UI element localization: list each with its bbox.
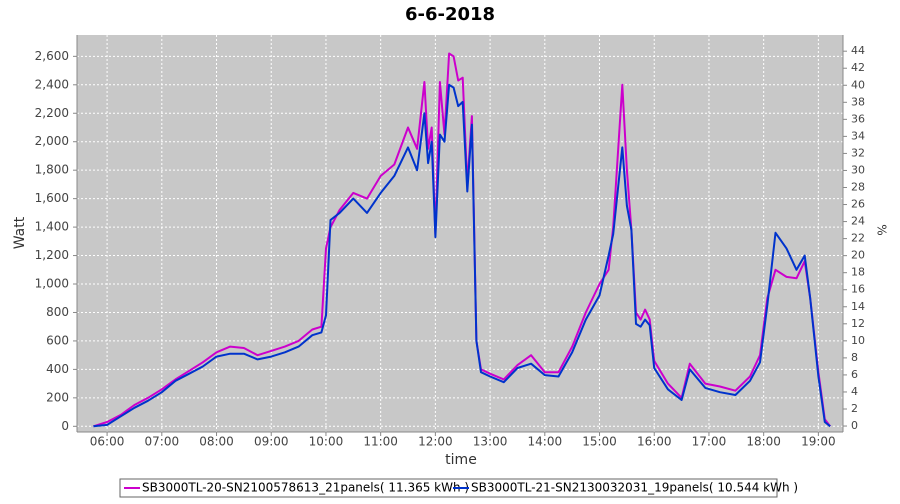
x-tick-label: 06:00 xyxy=(90,435,125,449)
series-line xyxy=(93,83,831,428)
x-tick-label: 12:00 xyxy=(418,435,453,449)
y-tick-label: 1,200 xyxy=(35,248,69,262)
y2-tick-label: 24 xyxy=(851,215,865,228)
legend xyxy=(119,478,778,498)
y2-tick-label: 16 xyxy=(851,283,865,296)
y2-tick-label: 6 xyxy=(851,368,858,381)
y-tick-label: 2,200 xyxy=(35,106,69,120)
x-tick-label: 18:00 xyxy=(746,435,781,449)
y2-tick-label: 30 xyxy=(851,163,865,176)
x-tick-label: 09:00 xyxy=(254,435,289,449)
y2-tick-label: 4 xyxy=(851,385,858,398)
y2-tick-label: 42 xyxy=(851,61,865,74)
y2-tick-label: 18 xyxy=(851,266,865,279)
y-tick-label: 2,000 xyxy=(35,134,69,148)
x-tick-label: 07:00 xyxy=(145,435,180,449)
y2-tick-label: 38 xyxy=(851,95,865,108)
x-tick-label: 17:00 xyxy=(692,435,727,449)
y-tick-label: 400 xyxy=(46,362,69,376)
x-tick-label: 08:00 xyxy=(199,435,234,449)
x-tick-label: 13:00 xyxy=(473,435,508,449)
y-tick-label: 800 xyxy=(46,305,69,319)
y2-tick-label: 8 xyxy=(851,351,858,364)
y2-tick-label: 12 xyxy=(851,317,865,330)
y-tick-label: 200 xyxy=(46,390,69,404)
y2-tick-label: 22 xyxy=(851,232,865,245)
x-tick-label: 14:00 xyxy=(528,435,563,449)
y2-tick-label: 28 xyxy=(851,180,865,193)
y2-tick-label: 40 xyxy=(851,78,865,91)
y2-tick-label: 36 xyxy=(851,112,865,125)
y-tick-label: 1,800 xyxy=(35,163,69,177)
x-tick-label: 15:00 xyxy=(582,435,617,449)
x-axis-label: time xyxy=(445,452,477,468)
legend-label: SB3000TL-20-SN2100578613_21panels( 11.36… xyxy=(142,481,469,495)
legend-label: SB3000TL-21-SN2130032031_19panels( 10.54… xyxy=(471,481,798,495)
y-axis-label: Watt xyxy=(12,216,28,249)
y-tick-label: 1,000 xyxy=(35,277,69,291)
y-tick-label: 2,400 xyxy=(35,77,69,91)
y2-axis-label: % xyxy=(875,224,889,235)
y2-tick-label: 26 xyxy=(851,198,865,211)
y-tick-label: 0 xyxy=(61,419,69,433)
y2-tick-label: 10 xyxy=(851,334,865,347)
y2-tick-label: 14 xyxy=(851,300,865,313)
y-tick-label: 1,400 xyxy=(35,220,69,234)
chart-title: 6-6-2018 xyxy=(405,4,495,25)
y-tick-label: 2,600 xyxy=(35,49,69,63)
y-tick-label: 600 xyxy=(46,333,69,347)
y2-tick-label: 32 xyxy=(851,146,865,159)
y2-tick-label: 44 xyxy=(851,44,865,57)
y-tick-label: 1,600 xyxy=(35,191,69,205)
y2-tick-label: 0 xyxy=(851,419,858,432)
y2-tick-label: 20 xyxy=(851,249,865,262)
y2-tick-label: 2 xyxy=(851,402,858,415)
x-tick-label: 10:00 xyxy=(309,435,344,449)
x-tick-label: 11:00 xyxy=(363,435,398,449)
x-tick-label: 19:00 xyxy=(801,435,836,449)
y2-tick-label: 34 xyxy=(851,129,865,142)
x-tick-label: 16:00 xyxy=(637,435,672,449)
series-line xyxy=(93,52,831,428)
